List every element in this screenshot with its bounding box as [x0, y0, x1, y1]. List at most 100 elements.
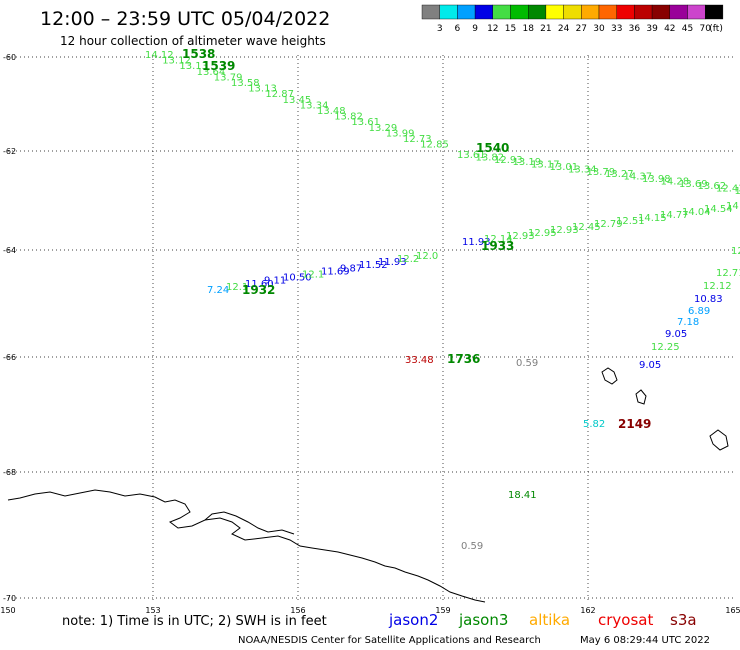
swh-observation: 0.59 — [516, 358, 538, 369]
colorbar-label: 6 — [455, 24, 461, 34]
swh-observation: 13.27 — [605, 169, 634, 180]
legend-altika: altika — [529, 611, 570, 629]
colorbar-swatch — [598, 4, 617, 20]
colorbar-label: 45 — [682, 24, 693, 34]
colorbar-swatch — [510, 4, 529, 20]
swh-observation: 13.98 — [642, 174, 671, 185]
swh-observation: 12.79 — [594, 219, 623, 230]
swh-observation: 12.45 — [572, 222, 601, 233]
swh-observation: 14.15 — [638, 213, 667, 224]
legend-jason2: jason2 — [388, 611, 438, 629]
swh-observation: 11.69 — [321, 266, 350, 277]
swh-observation: 13.99 — [386, 128, 415, 139]
swh-observation: 10.50 — [283, 273, 312, 284]
island-3 — [709, 429, 729, 451]
swh-observation: 0.59 — [461, 541, 483, 552]
swh-observation: 13.19 — [513, 157, 542, 168]
swh-observation: 13.12 — [162, 56, 191, 67]
swh-observation: 13.61 — [457, 150, 486, 161]
colorbar-label: 39 — [646, 24, 658, 34]
lat-tick-label: -70 — [3, 594, 16, 603]
lon-tick-label: 153 — [145, 606, 160, 615]
track-time-label: 2149 — [618, 417, 651, 431]
colorbar-label: 21 — [540, 24, 551, 34]
legend-jason3: jason3 — [458, 611, 508, 629]
colorbar-label: 33 — [611, 24, 622, 34]
colorbar-label: 42 — [664, 24, 675, 34]
colorbar-label: (ft) — [709, 24, 723, 34]
legend-s3a: s3a — [670, 611, 697, 629]
swh-observation: 12.87 — [265, 89, 294, 100]
swh-observation: 14.77 — [660, 210, 689, 221]
lon-tick-label: 156 — [290, 606, 305, 615]
coastline-inlet — [204, 511, 295, 535]
swh-observation: 12.1 — [302, 270, 324, 281]
swh-observation: 13.34 — [568, 164, 597, 175]
color-scale-legend: 3 6 9 12 15 18 21 24 27 30 33 36 39 42 45 70(ft) — [421, 4, 724, 34]
lat-tick-label: -68 — [3, 468, 16, 477]
swh-observation: 14.54 — [704, 204, 733, 215]
lon-tick-label: 159 — [435, 606, 450, 615]
colorbar-swatch — [492, 4, 511, 20]
legend-note: note: 1) Time is in UTC; 2) SWH is in fe… — [62, 614, 327, 629]
swh-observation: 12 — [731, 246, 740, 257]
track-time-label: 1933 — [481, 239, 514, 253]
swh-observation: 13.61 — [351, 117, 380, 128]
swh-observation: 9.11 — [264, 276, 286, 287]
swh-observation: 13.69 — [679, 179, 708, 190]
colorbar-label: 15 — [505, 24, 516, 34]
lat-tick-label: -64 — [3, 246, 16, 255]
colorbar-swatch — [474, 4, 494, 20]
island-2 — [635, 389, 647, 405]
swh-observation: 9.05 — [665, 329, 687, 340]
swh-observation: 9.05 — [639, 360, 661, 371]
swh-observation: 12.85 — [420, 140, 449, 151]
swh-observation: 14 — [726, 201, 739, 212]
colorbar-label: 30 — [593, 24, 605, 34]
swh-observation: 14.12 — [145, 50, 174, 61]
lat-tick-label: -62 — [3, 147, 16, 156]
isolated-observations: 33.48 1736 0.59 5.82 2149 18.41 0.59 — [405, 352, 651, 552]
swh-observation: 9.87 — [340, 263, 362, 274]
legend-cryosat: cryosat — [598, 611, 653, 629]
lat-lon-grid: 150 153 156 159 162 165 -60 -62 -64 -66 -68 -70 — [0, 53, 740, 615]
swh-observation: 12.51 — [616, 216, 645, 227]
swh-observation: 7.24 — [207, 285, 229, 296]
swh-observation: 5.82 — [583, 419, 605, 430]
swh-observation: 13.13 — [179, 61, 208, 72]
swh-observation: 12.1 — [226, 282, 248, 293]
colorbar-swatch — [457, 4, 476, 20]
swh-observation: 14.37 — [624, 172, 653, 183]
track-time-label: 1540 — [476, 141, 509, 155]
colorbar-swatch — [421, 4, 440, 20]
swh-observation: 13.58 — [231, 78, 260, 89]
swh-observation: 10.83 — [694, 294, 723, 305]
colorbar-label: 18 — [522, 24, 534, 34]
page-title: 12:00 – 23:59 UTC 05/04/2022 — [40, 8, 330, 30]
swh-observation: 12.95 — [528, 228, 557, 239]
colorbar-label: 36 — [629, 24, 641, 34]
colorbar-label: 3 — [437, 24, 443, 34]
swh-observation: 12.93 — [494, 155, 523, 166]
lon-tick-label: 165 — [725, 606, 740, 615]
colorbar-label: 24 — [558, 24, 570, 34]
swh-observation: 13.62 — [698, 181, 727, 192]
satellite-legend: jason2 jason3 altika cryosat s3a — [388, 611, 697, 629]
swh-observation: 13.48 — [317, 106, 346, 117]
swh-observation: 12.93 — [550, 225, 579, 236]
colorbar-label: 12 — [487, 24, 498, 34]
swh-observation: 13.17 — [531, 160, 560, 171]
swh-observation: 33.48 — [405, 355, 434, 366]
colorbar-label: 9 — [472, 24, 478, 34]
swh-observation: 12.71 — [716, 268, 740, 279]
swh-observation: 13.79 — [214, 72, 243, 83]
antarctic-coastline — [7, 489, 486, 603]
colorbar-label: 70 — [699, 24, 711, 34]
swh-observation: 13.01 — [550, 162, 579, 173]
colorbar-swatch — [616, 4, 635, 20]
swh-observation: 12.0 — [416, 251, 438, 262]
swh-observation: 12.43 — [716, 184, 740, 195]
swh-observation: 13.34 — [300, 100, 329, 111]
lon-tick-label: 162 — [580, 606, 595, 615]
